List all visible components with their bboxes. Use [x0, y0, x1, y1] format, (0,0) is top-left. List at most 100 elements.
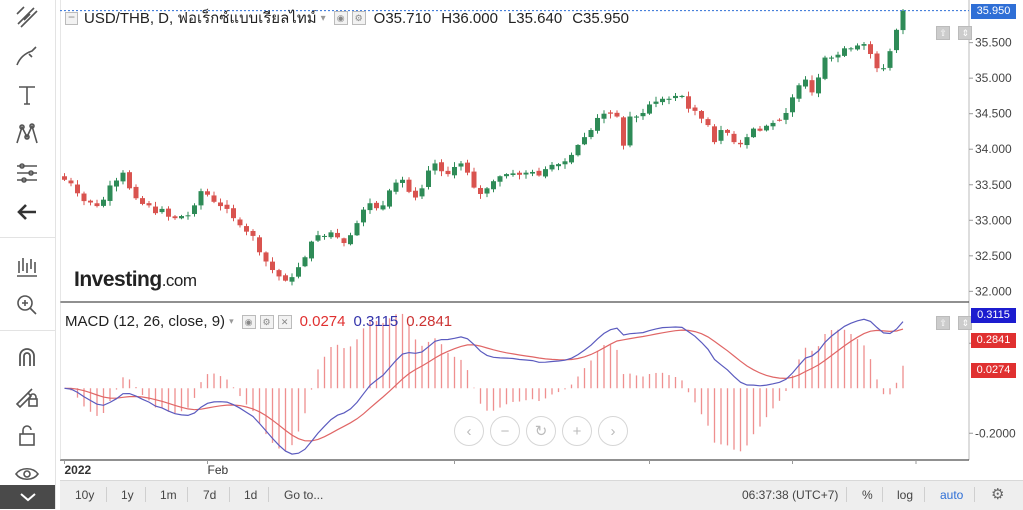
candle: [361, 209, 366, 223]
candle: [172, 216, 178, 219]
candle: [380, 205, 386, 210]
candle: [257, 237, 262, 253]
back-arrow-icon[interactable]: [8, 196, 46, 228]
candle: [725, 129, 730, 133]
candle: [452, 166, 457, 176]
candle: [835, 54, 841, 58]
candle: [673, 95, 678, 99]
candle: [289, 277, 295, 282]
candle: [614, 112, 620, 117]
fibonacci-icon[interactable]: [8, 157, 46, 189]
macd-legend: MACD (12, 26, close, 9) ▾ ◉ ⚙ ✕ 0.0274 0…: [65, 313, 452, 330]
candle: [608, 112, 613, 114]
text-icon[interactable]: [8, 79, 46, 111]
eye-toggle-icon[interactable]: ◉: [333, 11, 348, 25]
pen-icon[interactable]: [8, 40, 46, 72]
chevron-down-icon[interactable]: ▾: [229, 316, 234, 326]
lock-draw-icon[interactable]: [8, 380, 46, 412]
price-tick-label: 33.500: [975, 178, 1012, 192]
magnet-icon[interactable]: [8, 341, 46, 373]
candle: [432, 163, 438, 171]
range-1m[interactable]: 1m: [160, 488, 177, 502]
candle: [822, 57, 828, 79]
candle: [406, 179, 412, 192]
pane-controls-macd: ⇧ ⇕: [932, 313, 973, 331]
zoom-icon[interactable]: [8, 289, 46, 321]
candle: [777, 119, 782, 121]
chevron-down-icon[interactable]: ▾: [320, 12, 326, 24]
candle: [205, 191, 210, 195]
range-7d[interactable]: 7d: [203, 488, 217, 502]
candle: [790, 97, 795, 113]
candle: [699, 111, 704, 119]
candle: [231, 208, 236, 219]
candle: [471, 171, 477, 188]
open-value: O35.710: [373, 9, 432, 27]
symbol-title[interactable]: USD/THB, D, ฟอเร็กซ์แบบเรียลไทม์: [84, 10, 317, 27]
move-up-icon[interactable]: ⇧: [936, 26, 950, 40]
macd-title[interactable]: MACD (12, 26, close, 9): [65, 313, 226, 330]
settings-icon[interactable]: ⚙: [351, 11, 366, 25]
pattern-icon[interactable]: [8, 118, 46, 150]
auto-toggle[interactable]: auto: [940, 488, 964, 502]
candle: [75, 184, 80, 194]
log-toggle[interactable]: log: [897, 488, 914, 502]
candle: [458, 163, 464, 167]
candle: [114, 180, 119, 187]
candle: [757, 128, 763, 131]
divider: [846, 487, 847, 502]
candle: [764, 125, 769, 131]
candle: [81, 193, 87, 202]
time-tick-label: Feb: [208, 463, 229, 477]
time-tick-label: 2022: [65, 463, 92, 477]
gear-icon[interactable]: ⚙: [991, 486, 1005, 503]
collapse-legend-icon[interactable]: −: [65, 11, 78, 25]
scroll-left-button[interactable]: ‹: [454, 416, 484, 446]
candle: [666, 98, 672, 100]
goto-button[interactable]: Go to...: [284, 488, 324, 502]
close-icon[interactable]: ✕: [277, 314, 292, 329]
candle: [510, 173, 516, 175]
candle: [192, 205, 197, 215]
settings-icon[interactable]: ⚙: [259, 314, 274, 329]
range-1y[interactable]: 1y: [121, 488, 134, 502]
crosshair-icon[interactable]: [8, 1, 46, 33]
high-value: H36.000: [441, 9, 498, 27]
indicators-icon[interactable]: [8, 250, 46, 282]
candle: [601, 113, 607, 119]
candle: [322, 235, 327, 237]
range-1d[interactable]: 1d: [244, 488, 258, 502]
eye-icon[interactable]: [8, 458, 46, 490]
candle: [809, 80, 815, 93]
collapse-icon[interactable]: [0, 485, 55, 509]
candle: [881, 68, 886, 70]
chart-canvas[interactable]: 32.000 32.500 33.000 33.500 34.000 34.500 35.0…: [60, 0, 1023, 480]
price-tick-label: 32.000: [975, 284, 1012, 298]
candle: [562, 161, 568, 165]
percent-toggle[interactable]: %: [862, 488, 873, 502]
move-up-icon[interactable]: ⇧: [936, 316, 950, 330]
bottom-toolbar: 10y 1y 1m 7d 1d Go to... 06:37:38 (UTC+7…: [60, 480, 1023, 510]
unlock-icon[interactable]: [8, 419, 46, 451]
macd-tag: 0.3115: [971, 308, 1016, 324]
zoom-in-button[interactable]: +: [562, 416, 592, 446]
candle: [296, 267, 301, 277]
candle: [848, 48, 854, 50]
macd-line: [64, 318, 904, 455]
drawing-toolbar: [0, 0, 56, 509]
reset-chart-button[interactable]: ↻: [526, 416, 556, 446]
candle: [94, 203, 100, 207]
candle: [127, 172, 132, 189]
candle: [88, 200, 93, 203]
scroll-right-button[interactable]: ›: [598, 416, 628, 446]
macd-hist-value: 0.0274: [299, 313, 346, 330]
signal-line: [64, 328, 904, 442]
price-tick-label: 35.000: [975, 71, 1012, 85]
candle: [263, 252, 269, 262]
price-tick-label: 34.500: [975, 107, 1012, 121]
chart-area[interactable]: 32.000 32.500 33.000 33.500 34.000 34.500 35.0…: [60, 0, 1023, 480]
zoom-out-button[interactable]: −: [490, 416, 520, 446]
maximize-icon[interactable]: ⇕: [958, 26, 973, 40]
eye-toggle-icon[interactable]: ◉: [241, 314, 256, 329]
range-10y[interactable]: 10y: [75, 488, 95, 502]
